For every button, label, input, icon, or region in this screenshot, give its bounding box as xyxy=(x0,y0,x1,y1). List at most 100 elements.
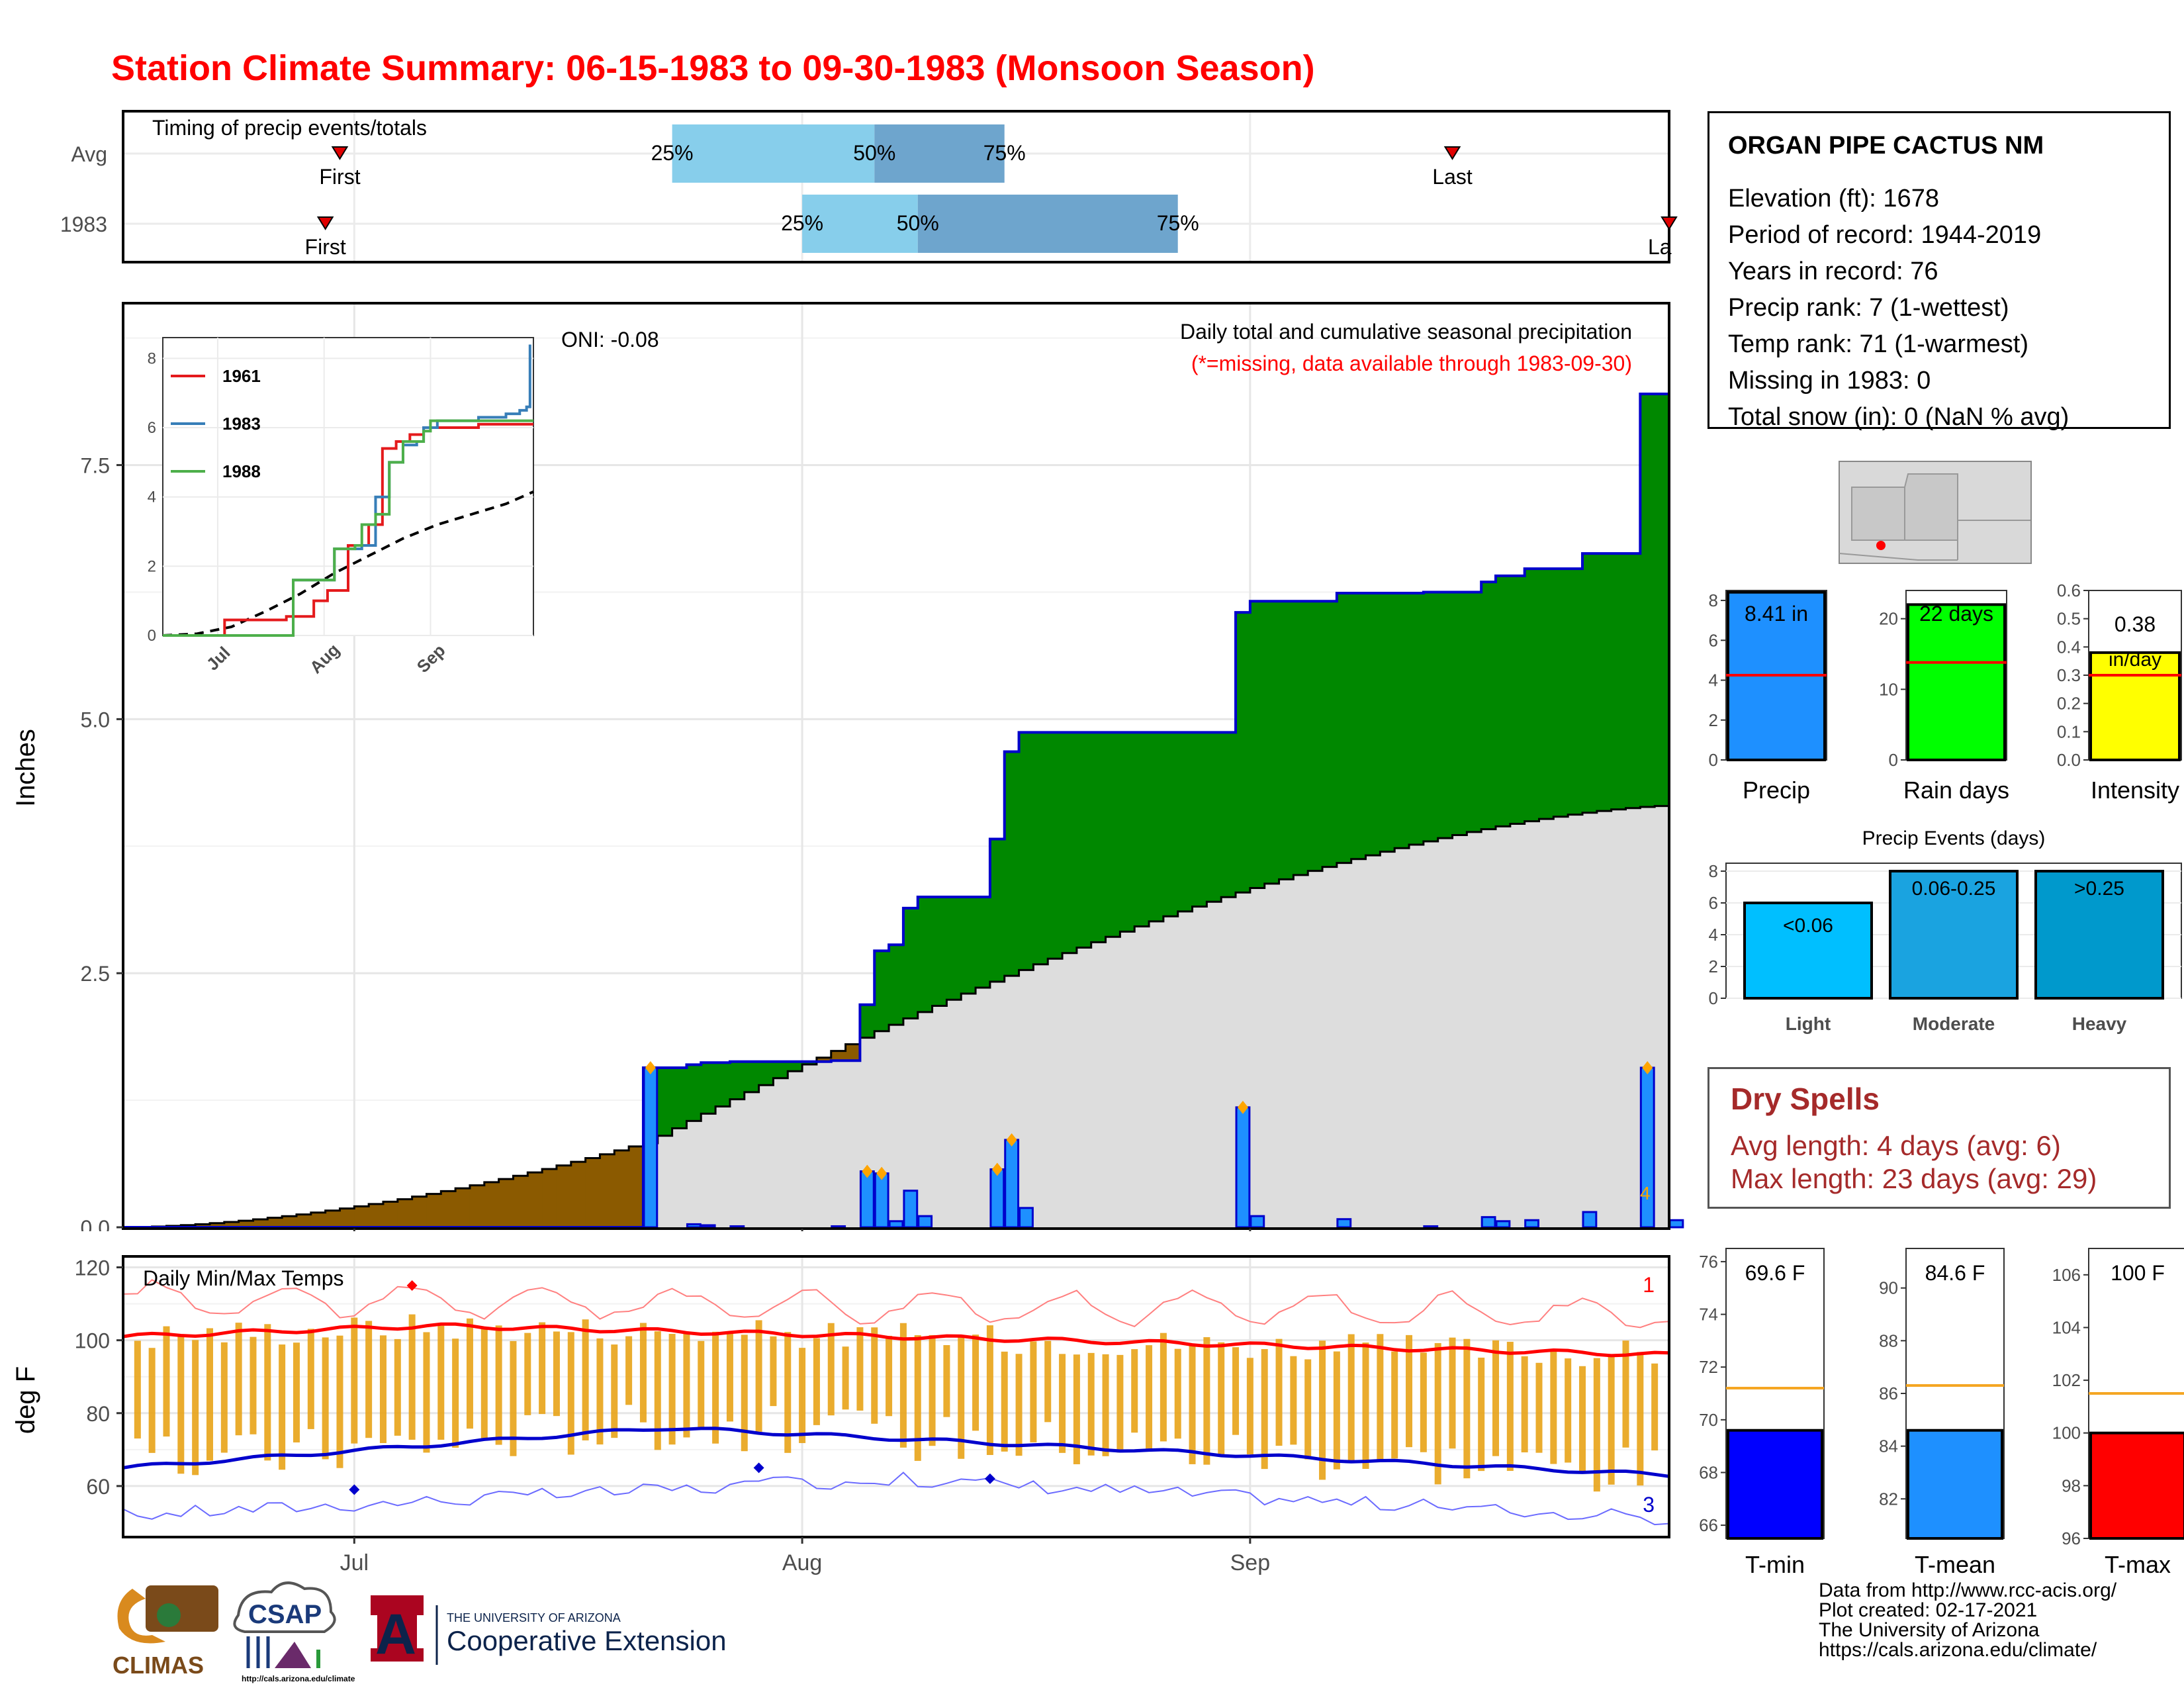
deficit-area xyxy=(845,1044,860,1061)
daily-temp-range-bar xyxy=(1420,1352,1427,1452)
surplus-area xyxy=(1380,593,1395,852)
daily-temp-range-bar xyxy=(148,1348,156,1453)
surplus-area xyxy=(1394,593,1410,849)
daily-precip-bar xyxy=(686,1223,702,1229)
daily-temp-range-bar xyxy=(582,1319,589,1440)
summary-ytick-label: 0.2 xyxy=(2057,694,2081,714)
daily-temp-range-bar xyxy=(1232,1347,1240,1435)
precip-events-panel: Precip Events (days) 0 2 4 6 8 <0.06 Light 0.06-… xyxy=(1709,827,2182,1034)
summary-ytick-label: 66 xyxy=(1699,1515,1718,1535)
events-category-label: Moderate xyxy=(1913,1013,1995,1034)
daily-temp-range-bar xyxy=(553,1331,560,1417)
deficit-area xyxy=(195,1224,210,1227)
summary-ytick-label: 82 xyxy=(1879,1489,1898,1509)
surplus-area xyxy=(1279,601,1294,880)
summary-ytick-label: 20 xyxy=(1879,609,1898,629)
summary-value-unit: in/day xyxy=(2109,649,2161,671)
heavy-event-marker xyxy=(991,1162,1003,1176)
page-title: Station Climate Summary: 06-15-1983 to 0… xyxy=(111,48,1315,88)
daily-precip-bar xyxy=(888,1220,904,1229)
daily-temp-range-bar xyxy=(1637,1352,1644,1486)
deficit-area xyxy=(600,1154,615,1227)
summary-ytick-label: 74 xyxy=(1699,1305,1718,1325)
deficit-area xyxy=(441,1191,456,1227)
surplus-area xyxy=(1221,732,1236,898)
surplus-area xyxy=(1655,394,1670,806)
surplus-area xyxy=(1409,593,1424,845)
surplus-area xyxy=(1149,732,1164,921)
timing-p75-label: 75% xyxy=(1157,211,1199,235)
timing-chart: Avg 25% 50% 75% First Last 1983 25% 50% 75% First L… xyxy=(60,110,1678,263)
daily-precip-bar xyxy=(1480,1216,1496,1229)
daily-precip-bar xyxy=(700,1224,716,1229)
surplus-area xyxy=(903,908,919,1019)
deficit-area xyxy=(296,1214,312,1227)
daily-temp-range-bar xyxy=(264,1324,271,1461)
csap-logo: CSAP http://cals.arizona.edu/climate xyxy=(233,1581,355,1683)
surplus-area xyxy=(1293,601,1308,875)
surplus-area xyxy=(976,897,991,988)
daily-temp-range-bar xyxy=(250,1336,257,1434)
events-bar-label: 0.06-0.25 xyxy=(1912,878,1996,900)
oni-annotation: ONI: -0.08 xyxy=(561,328,659,352)
summary-ytick-label: 0 xyxy=(1889,750,1898,770)
surplus-area xyxy=(802,1061,817,1064)
inset-ytick-label: 2 xyxy=(148,557,156,575)
record-max-line xyxy=(122,1279,1670,1329)
daily-precip-bar xyxy=(917,1215,933,1229)
daily-temp-range-bar xyxy=(1622,1340,1629,1448)
info-years: Years in record: 76 xyxy=(1728,258,1938,285)
surplus-area xyxy=(1481,582,1496,829)
daily-temp-range-bar xyxy=(1146,1345,1153,1449)
info-missing: Missing in 1983: 0 xyxy=(1728,367,1931,395)
station-name: ORGAN PIPE CACTUS NM xyxy=(1728,132,2044,160)
surplus-area xyxy=(1019,732,1034,970)
summary-ytick-label: 0.1 xyxy=(2057,722,2081,741)
precip-chart: 4 0.0 2.5 5.0 7.5 Inches Daily total and cumul… xyxy=(11,302,1684,1231)
deficit-area xyxy=(354,1206,369,1227)
surplus-area xyxy=(1033,732,1048,964)
small-count-label: 4 xyxy=(1640,1183,1651,1203)
daily-precip-bar xyxy=(1235,1106,1251,1229)
daily-precip-bar xyxy=(1004,1139,1020,1229)
summary-category-label: T-mean xyxy=(1915,1551,1995,1578)
daily-temp-range-bar xyxy=(510,1340,517,1456)
summary-bar xyxy=(1727,1429,1823,1540)
daily-precip-bar xyxy=(989,1168,1005,1229)
timing-p25-label: 25% xyxy=(651,141,694,165)
daily-temp-range-bar xyxy=(1275,1338,1283,1446)
daily-temp-range-bar xyxy=(1449,1337,1456,1449)
summary-category-label: Precip xyxy=(1743,776,1810,804)
daily-temp-range-bar xyxy=(524,1333,531,1415)
deficit-area xyxy=(614,1150,629,1227)
daily-temp-range-bar xyxy=(1550,1351,1557,1464)
daily-temp-range-bar xyxy=(379,1335,387,1444)
surplus-area xyxy=(1539,569,1554,820)
precip-inset-chart: 0 2 4 6 8 1961 1983 1988 Jul Aug Sep xyxy=(148,337,534,677)
timing-p25-label: 25% xyxy=(781,211,823,235)
events-bar xyxy=(1889,870,2019,1000)
first-event-marker xyxy=(316,216,334,230)
daily-temp-range-bar xyxy=(1030,1341,1037,1442)
temps-title: Daily Min/Max Temps xyxy=(143,1266,343,1290)
daily-temp-range-bar xyxy=(394,1338,401,1436)
summary-bar xyxy=(1907,1429,2003,1540)
temperature-chart: 60 80 100 120 Jul Aug Sep deg F Daily Min/Max Te… xyxy=(11,1255,1670,1575)
daily-temp-range-bar xyxy=(1535,1362,1543,1453)
deficit-area xyxy=(831,1051,846,1061)
daily-precip-bar xyxy=(643,1066,659,1229)
daily-temp-range-bar xyxy=(1102,1354,1109,1456)
daily-temp-range-bar xyxy=(1506,1342,1514,1472)
surplus-area xyxy=(1206,732,1222,902)
info-temp-rank: Temp rank: 71 (1-warmest) xyxy=(1728,330,2029,358)
temps-ytick-label: 100 xyxy=(75,1329,110,1353)
daily-temp-range-bar xyxy=(1059,1354,1066,1453)
surplus-area xyxy=(1192,732,1207,907)
record-low-marker xyxy=(753,1462,764,1474)
surplus-area xyxy=(860,1004,875,1038)
daily-precip-bar xyxy=(1423,1225,1439,1229)
surplus-area xyxy=(1322,601,1338,867)
record-high-count: 1 xyxy=(1643,1273,1655,1297)
daily-temp-range-bar xyxy=(914,1335,921,1461)
daily-temp-range-bar xyxy=(437,1325,445,1440)
